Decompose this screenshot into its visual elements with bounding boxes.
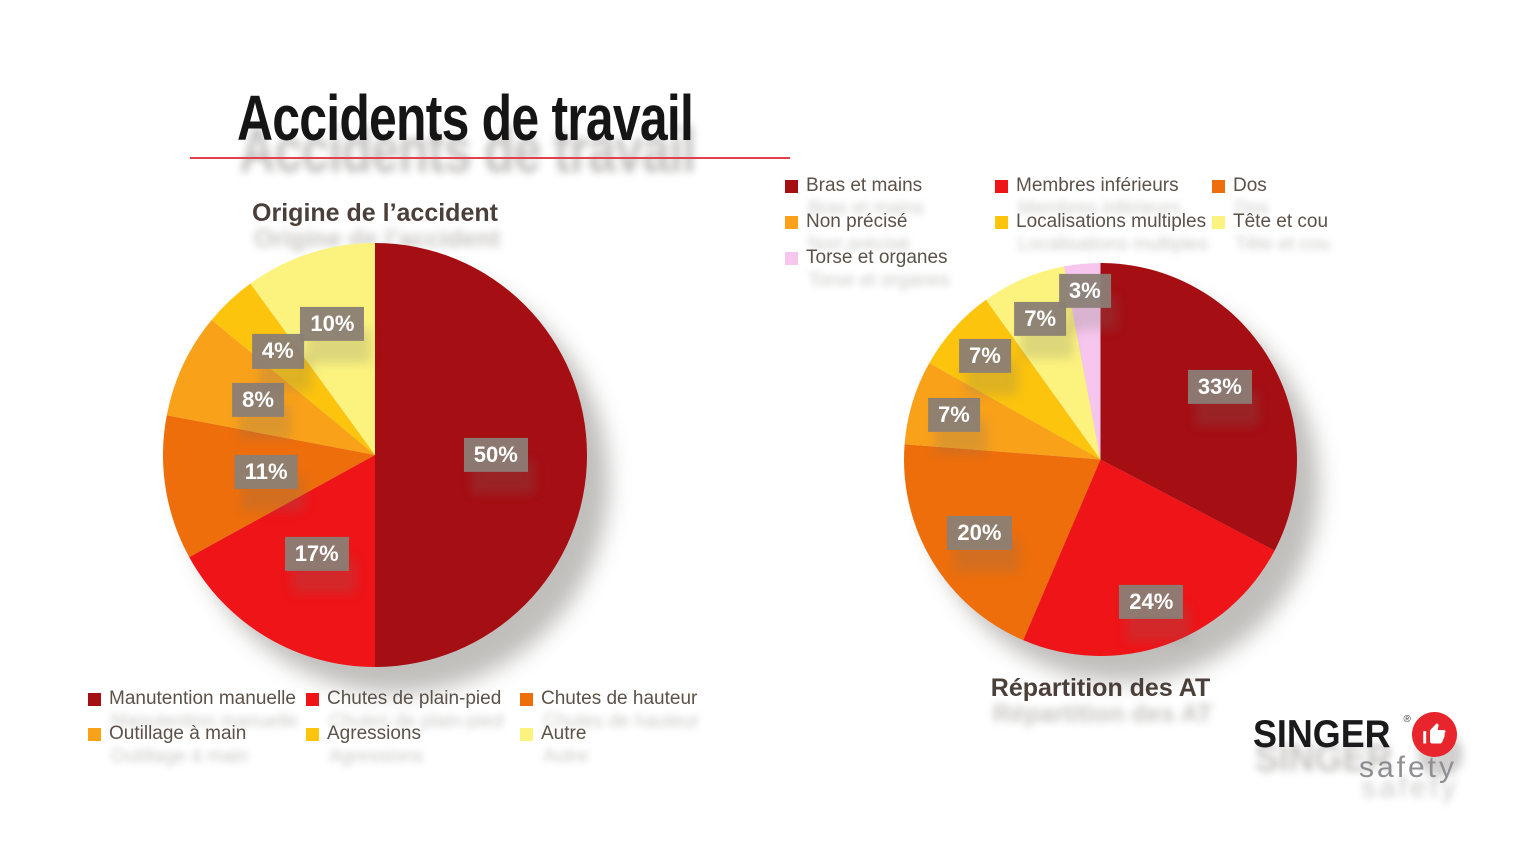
legend-item-agressions: Agressions xyxy=(306,722,520,746)
pie-value-label: 20% xyxy=(947,515,1012,550)
legend-item-localisations-multiples: Localisations multiples xyxy=(995,210,1212,234)
legend-swatch-icon xyxy=(785,251,798,265)
logo-badge xyxy=(1411,712,1457,757)
legend-swatch-icon xyxy=(785,215,798,229)
page-title: Accidents de travail xyxy=(237,82,694,154)
pie-value-label: 7% xyxy=(927,397,980,432)
pie-slice-autre xyxy=(250,243,375,455)
pie-slice-chutes-de-plain-pied xyxy=(189,455,375,667)
thumbs-up-icon xyxy=(1423,723,1446,744)
legend-item-label: Outillage à main xyxy=(109,723,247,744)
legend-swatch-icon xyxy=(88,727,101,741)
pie-value-label: 8% xyxy=(232,382,284,418)
pie-value-label: 33% xyxy=(1187,370,1252,405)
legend-swatch-icon xyxy=(995,179,1008,193)
legend-swatch-icon xyxy=(88,692,101,706)
legend-item-label: Agressions xyxy=(327,723,421,744)
chart-title-repartition: Répartition des AT xyxy=(990,674,1211,702)
legend-item-label: Localisations multiples xyxy=(1016,211,1207,232)
legend-swatch-icon xyxy=(1212,179,1225,193)
pie-value-label: 7% xyxy=(959,338,1011,373)
pie-slice-membres-infe-rieurs xyxy=(1023,459,1275,656)
chart-title-origine: Origine de l’accident xyxy=(252,199,498,227)
legend-item-bras-et-mains: Bras et mains xyxy=(785,174,995,198)
pie-value-label: 10% xyxy=(300,306,365,342)
legend-item-membres-infe-rieurs: Membres inférieurs xyxy=(995,174,1212,198)
pie-chart-origine: 50% 17% 11% 8% 4% 10% xyxy=(163,243,587,667)
legend-item-label: Membres inférieurs xyxy=(1016,175,1179,196)
title-underline xyxy=(190,157,790,159)
logo-brand-text: SINGER xyxy=(1253,713,1391,756)
legend-repartition: Bras et mains Membres inférieurs Dos Non pr… xyxy=(785,174,1328,270)
pie-chart-repartition: 33% 24% 20% 7% 7% 7% 3% xyxy=(904,263,1297,656)
legend-item-te-te-et-cou: Tête et cou xyxy=(1212,210,1328,234)
pie-value-label: 4% xyxy=(251,334,304,369)
legend-item-label: Bras et mains xyxy=(806,175,923,196)
legend-item-label: Tête et cou xyxy=(1233,211,1329,232)
pie-value-label: 3% xyxy=(1058,274,1111,309)
pie-slice-non-pre-cise xyxy=(904,363,1101,460)
legend-item-label: Chutes de plain-pied xyxy=(327,688,502,709)
legend-item-torse-et-organes: Torse et organes xyxy=(785,246,995,270)
registered-mark: ® xyxy=(1403,714,1411,725)
legend-swatch-icon xyxy=(785,179,798,193)
legend-item-chutes-de-hauteur: Chutes de hauteur xyxy=(520,687,697,711)
legend-swatch-icon xyxy=(520,727,533,741)
legend-item-outillage-a-main: Outillage à main xyxy=(88,722,306,746)
legend-item-autre: Autre xyxy=(520,722,697,746)
pie-slice-bras-et-mains xyxy=(1100,263,1297,551)
pie-slice-agressions xyxy=(211,283,375,455)
legend-item-label: Torse et organes xyxy=(806,247,948,268)
legend-item-chutes-de-plain-pied: Chutes de plain-pied xyxy=(306,687,520,711)
pie-value-label: 7% xyxy=(1014,301,1067,336)
legend-item-label: Chutes de hauteur xyxy=(541,688,698,709)
pie-slice-torse-et-organes xyxy=(1064,263,1101,460)
legend-item-non-pre-cise: Non précisé xyxy=(785,210,995,234)
legend-swatch-icon xyxy=(520,692,533,706)
legend-item-label: Dos xyxy=(1233,175,1267,196)
legend-swatch-icon xyxy=(306,727,319,741)
pie-value-label: 17% xyxy=(284,536,349,571)
pie-svg xyxy=(904,263,1297,656)
logo-tagline-text: safety xyxy=(1358,751,1457,784)
legend-item-dos: Dos xyxy=(1212,174,1328,198)
legend-item-label: Autre xyxy=(541,723,587,744)
legend-item-label: Non précisé xyxy=(806,211,908,232)
legend-item-manutention-manuelle: Manutention manuelle xyxy=(88,687,306,711)
pie-value-label: 50% xyxy=(463,437,528,473)
legend-swatch-icon xyxy=(1212,215,1225,229)
legend-origine: Manutention manuelle Chutes de plain-pied… xyxy=(88,687,697,746)
pie-value-label: 24% xyxy=(1119,584,1184,620)
pie-value-label: 11% xyxy=(234,455,298,490)
brand-logo: SINGER ® safety xyxy=(1253,712,1463,783)
legend-swatch-icon xyxy=(306,692,319,706)
legend-swatch-icon xyxy=(995,215,1008,229)
legend-item-label: Manutention manuelle xyxy=(109,688,296,709)
